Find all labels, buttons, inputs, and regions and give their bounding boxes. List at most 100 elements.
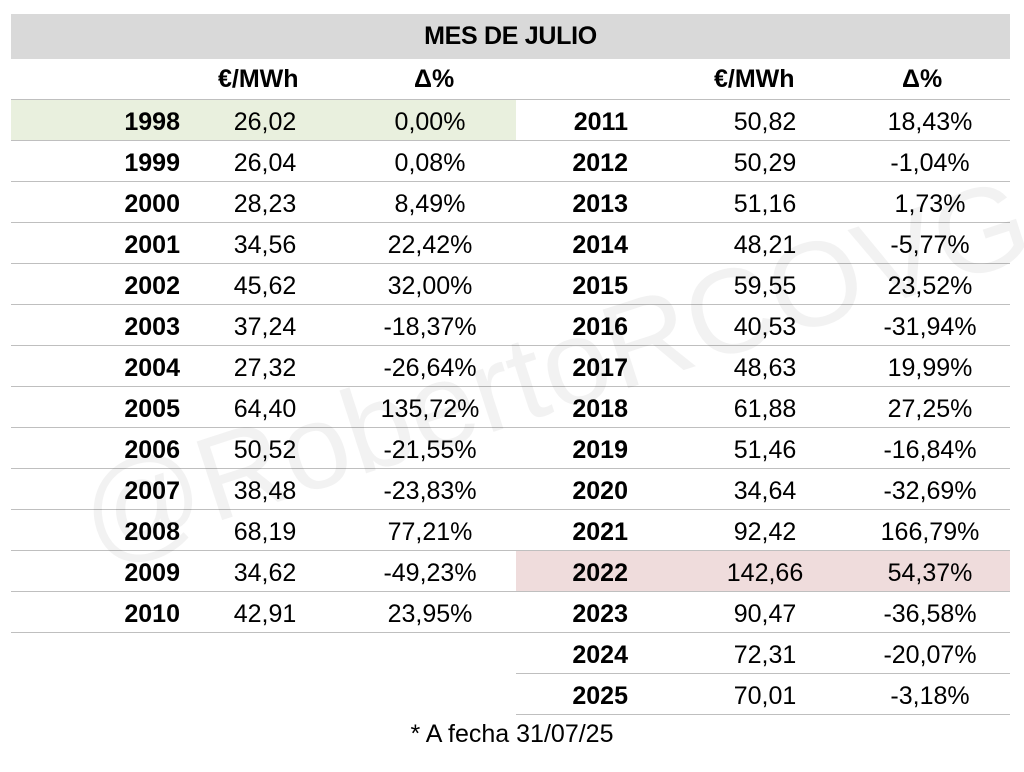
cell-year: 2008 (124, 517, 180, 546)
row-divider (11, 345, 516, 346)
cell-year: 2025 (572, 681, 628, 710)
cell-price: 34,62 (233, 558, 297, 587)
cell-price: 92,42 (733, 517, 797, 546)
cell-delta: -5,77% (890, 230, 970, 259)
cell-year: 2002 (124, 271, 180, 300)
highlight-green (11, 100, 516, 140)
cell-price: 28,23 (233, 189, 297, 218)
header-price-right: €/MWh (714, 64, 795, 93)
cell-year: 2019 (572, 435, 628, 464)
cell-price: 42,91 (233, 599, 297, 628)
cell-price: 72,31 (733, 640, 797, 669)
cell-delta: -49,23% (383, 558, 477, 587)
cell-price: 37,24 (233, 312, 297, 341)
cell-year: 2005 (124, 394, 180, 423)
cell-year: 2007 (124, 476, 180, 505)
cell-year: 2014 (572, 230, 628, 259)
row-divider (516, 345, 1010, 346)
cell-delta: 27,25% (887, 394, 973, 423)
row-divider (516, 509, 1010, 510)
row-divider (11, 427, 516, 428)
cell-delta: 23,52% (887, 271, 973, 300)
cell-price: 50,52 (233, 435, 297, 464)
row-divider (516, 181, 1010, 182)
cell-delta: -18,37% (383, 312, 477, 341)
cell-year: 1999 (124, 148, 180, 177)
cell-price: 59,55 (733, 271, 797, 300)
cell-delta: 54,37% (887, 558, 973, 587)
cell-year: 2024 (572, 640, 628, 669)
cell-year: 2009 (124, 558, 180, 587)
row-divider (516, 468, 1010, 469)
header-price-left: €/MWh (218, 64, 299, 93)
cell-price: 26,02 (233, 107, 297, 136)
row-divider (516, 140, 1010, 141)
cell-price: 34,64 (733, 476, 797, 505)
row-divider (11, 509, 516, 510)
cell-delta: 77,21% (387, 517, 473, 546)
cell-year: 2021 (572, 517, 628, 546)
row-divider (11, 468, 516, 469)
row-divider (11, 181, 516, 182)
cell-delta: -20,07% (883, 640, 977, 669)
cell-price: 51,16 (733, 189, 797, 218)
cell-delta: 8,49% (394, 189, 466, 218)
cell-year: 2012 (572, 148, 628, 177)
footnote: * A fecha 31/07/25 (410, 720, 614, 748)
cell-year: 2015 (572, 271, 628, 300)
cell-price: 34,56 (233, 230, 297, 259)
cell-price: 40,53 (733, 312, 797, 341)
cell-delta: 18,43% (887, 107, 973, 136)
cell-year: 2001 (124, 230, 180, 259)
cell-price: 48,21 (733, 230, 797, 259)
cell-delta: 166,79% (880, 517, 980, 546)
cell-price: 68,19 (233, 517, 297, 546)
cell-price: 64,40 (233, 394, 297, 423)
row-divider (516, 263, 1010, 264)
cell-delta: -23,83% (383, 476, 477, 505)
cell-delta: -36,58% (883, 599, 977, 628)
cell-delta: -21,55% (383, 435, 477, 464)
row-divider (516, 222, 1010, 223)
cell-year: 2003 (124, 312, 180, 341)
cell-delta: -3,18% (890, 681, 970, 710)
cell-delta: -16,84% (883, 435, 977, 464)
cell-year: 2004 (124, 353, 180, 382)
cell-delta: 0,08% (394, 148, 466, 177)
highlight-red (516, 551, 1010, 591)
header-divider (11, 99, 1010, 100)
row-divider (516, 673, 1010, 674)
row-divider (516, 714, 1010, 715)
cell-price: 50,82 (733, 107, 797, 136)
row-divider (516, 591, 1010, 592)
cell-delta: 19,99% (887, 353, 973, 382)
cell-price: 38,48 (233, 476, 297, 505)
header-delta-right: Δ% (902, 64, 943, 93)
cell-price: 70,01 (733, 681, 797, 710)
cell-year: 2016 (572, 312, 628, 341)
cell-year: 2006 (124, 435, 180, 464)
cell-price: 26,04 (233, 148, 297, 177)
row-divider (516, 427, 1010, 428)
cell-delta: -31,94% (883, 312, 977, 341)
cell-price: 90,47 (733, 599, 797, 628)
cell-year: 2017 (572, 353, 628, 382)
row-divider (11, 222, 516, 223)
cell-year: 2018 (572, 394, 628, 423)
row-divider (516, 550, 1010, 551)
cell-price: 142,66 (726, 558, 804, 587)
table-title: MES DE JULIO (11, 14, 1010, 59)
cell-year: 2020 (572, 476, 628, 505)
row-divider (11, 263, 516, 264)
cell-year: 2013 (572, 189, 628, 218)
cell-delta: 1,73% (894, 189, 966, 218)
row-divider (11, 632, 516, 633)
cell-price: 27,32 (233, 353, 297, 382)
cell-price: 45,62 (233, 271, 297, 300)
header-delta-left: Δ% (414, 64, 455, 93)
row-divider (11, 550, 516, 551)
cell-year: 2022 (572, 558, 628, 587)
row-divider (516, 304, 1010, 305)
cell-year: 2000 (124, 189, 180, 218)
cell-year: 1998 (124, 107, 180, 136)
